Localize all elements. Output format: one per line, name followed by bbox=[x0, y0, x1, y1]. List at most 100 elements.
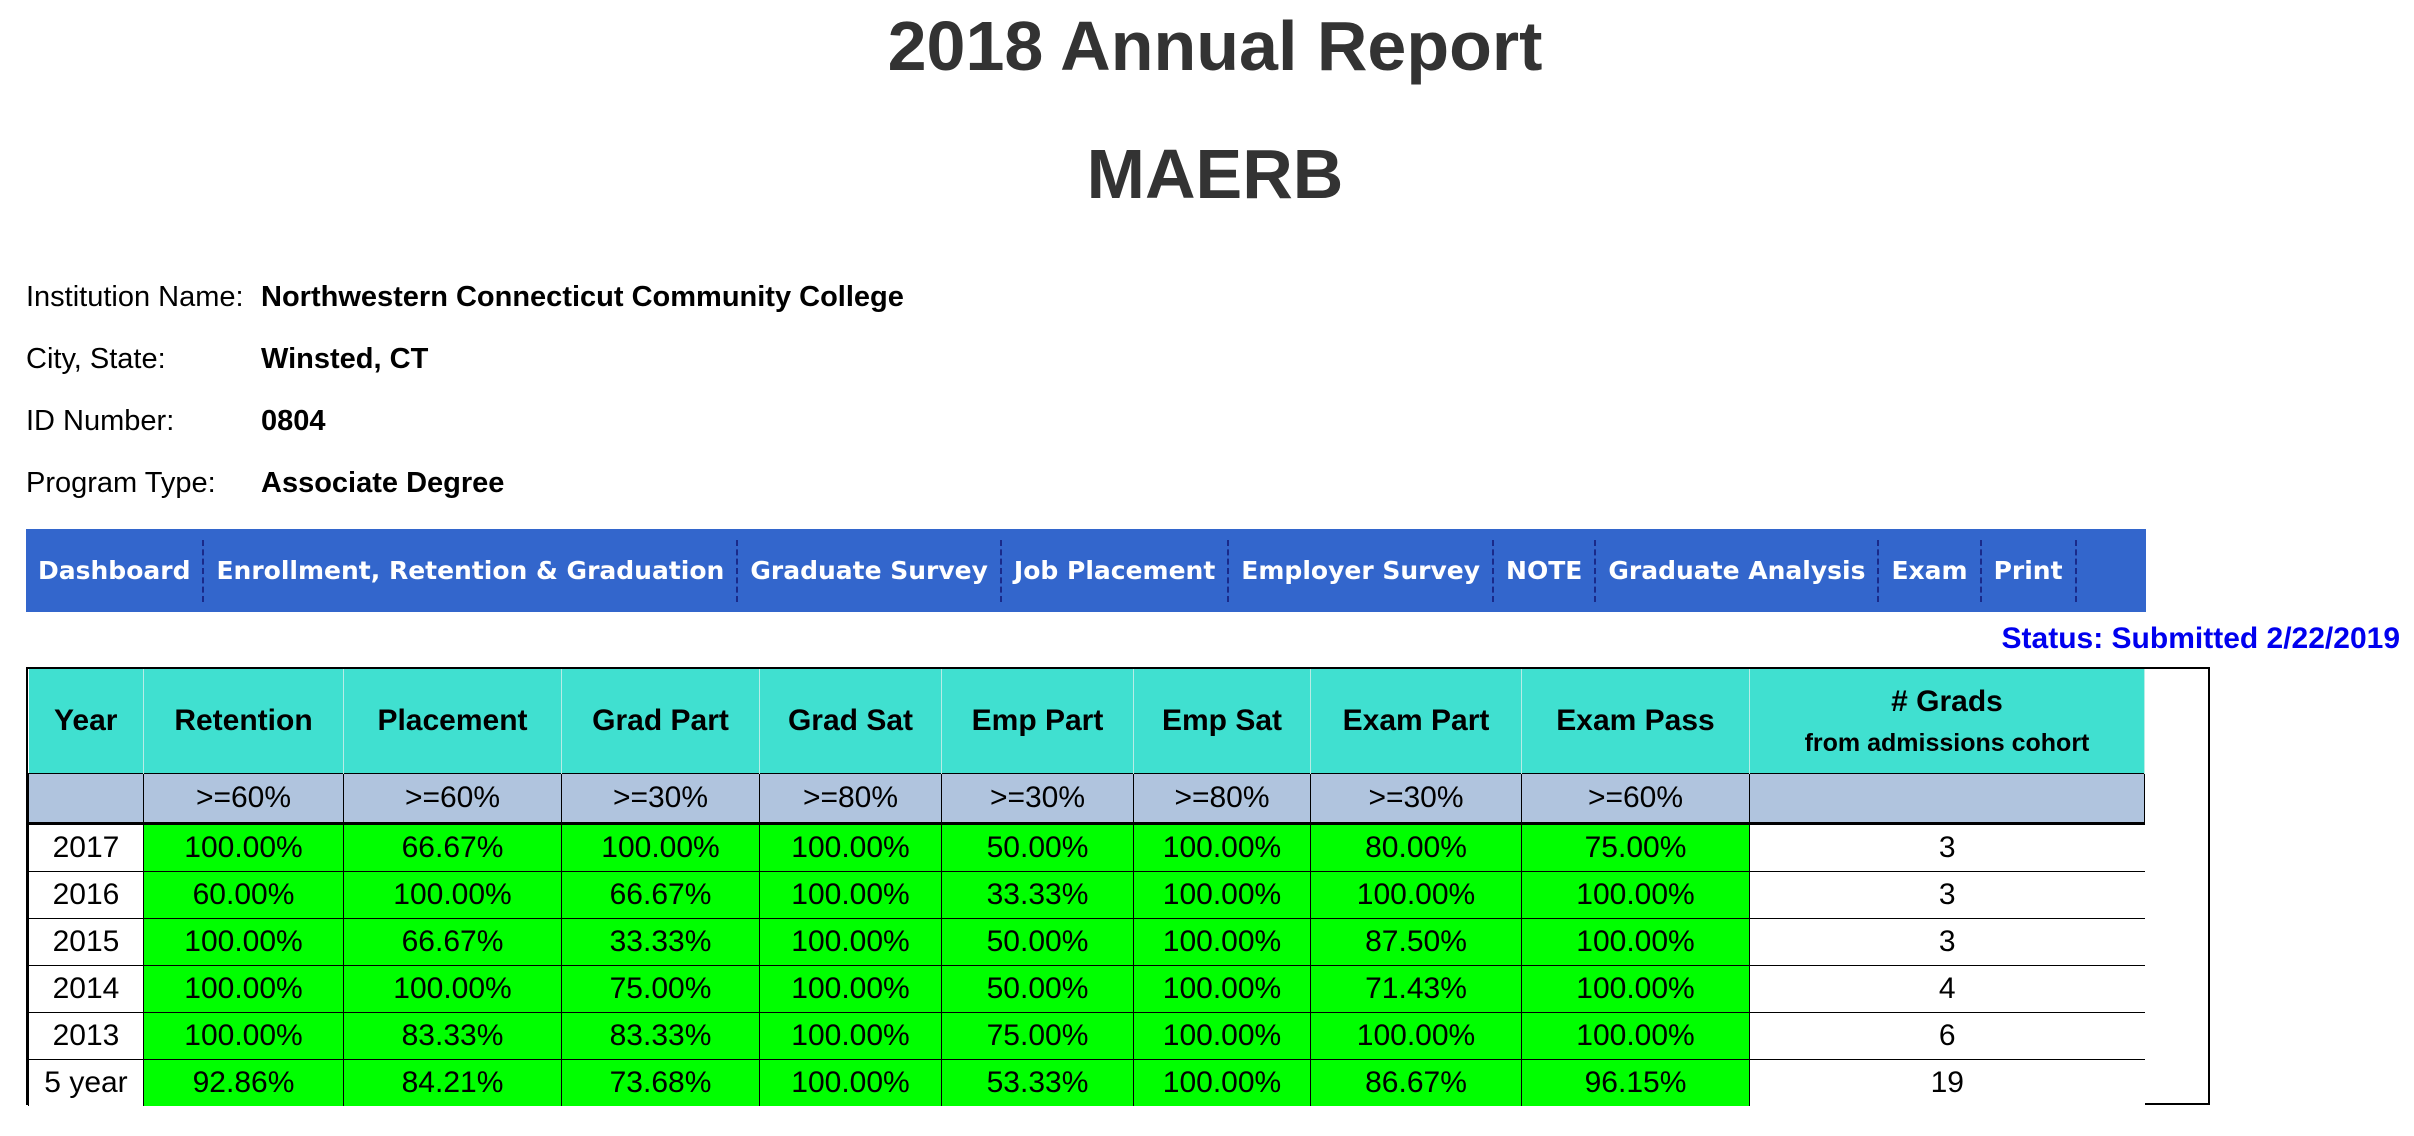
year-cell: 2017 bbox=[28, 823, 144, 872]
metric-cell: 100.00% bbox=[343, 871, 562, 919]
header-grad-part: Grad Part bbox=[561, 669, 760, 774]
header-retention: Retention bbox=[143, 669, 344, 774]
metric-cell: 100.00% bbox=[1133, 871, 1311, 919]
info-label: Program Type: bbox=[26, 466, 216, 499]
metric-cell: 100.00% bbox=[1133, 918, 1311, 966]
report-subtitle: MAERB bbox=[1086, 135, 1344, 213]
nav-graduate-survey[interactable]: Graduate Survey bbox=[738, 539, 1002, 602]
table-row: 2017 100.00% 66.67% 100.00% 100.00% 50.00% 100… bbox=[28, 823, 2145, 872]
metric-cell: 100.00% bbox=[1133, 1012, 1311, 1060]
metric-cell: 100.00% bbox=[759, 918, 942, 966]
threshold-cell: >=60% bbox=[143, 773, 344, 825]
table-row: 2016 60.00% 100.00% 66.67% 100.00% 33.33% 100.… bbox=[28, 871, 2145, 919]
metric-cell: 100.00% bbox=[1133, 1059, 1311, 1106]
nav-bar: Dashboard Enrollment, Retention & Gradua… bbox=[26, 529, 2146, 612]
metric-cell: 100.00% bbox=[1133, 965, 1311, 1013]
metric-cell: 100.00% bbox=[759, 1059, 942, 1106]
metric-cell: 100.00% bbox=[759, 1012, 942, 1060]
year-cell: 2014 bbox=[28, 965, 144, 1013]
metric-cell: 75.00% bbox=[561, 965, 760, 1013]
metric-cell: 50.00% bbox=[941, 823, 1134, 872]
info-value: 0804 bbox=[261, 404, 326, 437]
info-row-id: ID Number: 0804 bbox=[26, 390, 904, 452]
metric-cell: 100.00% bbox=[143, 1012, 344, 1060]
header-grad-sat: Grad Sat bbox=[759, 669, 942, 774]
metric-cell: 100.00% bbox=[759, 965, 942, 1013]
header-exam-pass: Exam Pass bbox=[1521, 669, 1750, 774]
table-row: 2015 100.00% 66.67% 33.33% 100.00% 50.00% 100.… bbox=[28, 918, 2145, 966]
metric-cell: 100.00% bbox=[143, 918, 344, 966]
metric-cell: 100.00% bbox=[1310, 871, 1522, 919]
table-row: 2014 100.00% 100.00% 75.00% 100.00% 50.00% 100… bbox=[28, 965, 2145, 1013]
metric-cell: 83.33% bbox=[343, 1012, 562, 1060]
info-row-institution: Institution Name: Northwestern Connectic… bbox=[26, 266, 904, 328]
metric-cell: 84.21% bbox=[343, 1059, 562, 1106]
nav-print[interactable]: Print bbox=[1982, 539, 2077, 602]
metric-cell: 92.86% bbox=[143, 1059, 344, 1106]
metric-cell: 66.67% bbox=[343, 823, 562, 872]
header-grads: # Grads from admissions cohort bbox=[1749, 669, 2145, 774]
info-value: Winsted, CT bbox=[261, 342, 429, 375]
header-grads-title: # Grads bbox=[1891, 684, 2003, 718]
nav-exam[interactable]: Exam bbox=[1879, 539, 1982, 602]
metric-cell: 66.67% bbox=[561, 871, 760, 919]
threshold-cell: >=30% bbox=[561, 773, 760, 825]
info-value: Northwestern Connecticut Community Colle… bbox=[261, 280, 904, 313]
year-cell: 2016 bbox=[28, 871, 144, 919]
metric-cell: 86.67% bbox=[1310, 1059, 1522, 1106]
header-grads-sub: from admissions cohort bbox=[1804, 728, 2090, 757]
metric-cell: 100.00% bbox=[1521, 1012, 1750, 1060]
metric-cell: 100.00% bbox=[1521, 918, 1750, 966]
metric-cell: 100.00% bbox=[1521, 871, 1750, 919]
outcomes-table: Year Retention Placement Grad Part Grad … bbox=[28, 669, 2145, 1106]
metric-cell: 80.00% bbox=[1310, 823, 1522, 872]
nav-job-placement[interactable]: Job Placement bbox=[1002, 539, 1230, 602]
info-label: Institution Name: bbox=[26, 280, 244, 313]
info-row-program: Program Type: Associate Degree bbox=[26, 452, 904, 514]
nav-dashboard[interactable]: Dashboard bbox=[26, 539, 205, 602]
metric-cell: 100.00% bbox=[1133, 823, 1311, 872]
metric-cell: 100.00% bbox=[1521, 965, 1750, 1013]
metric-cell: 50.00% bbox=[941, 918, 1134, 966]
header-emp-sat: Emp Sat bbox=[1133, 669, 1311, 774]
header-exam-part: Exam Part bbox=[1310, 669, 1522, 774]
metric-cell: 100.00% bbox=[561, 823, 760, 872]
threshold-cell: >=80% bbox=[1133, 773, 1311, 825]
grads-cell: 4 bbox=[1749, 965, 2145, 1013]
threshold-row: >=60% >=60% >=30% >=80% >=30% >=80% >=30… bbox=[28, 773, 2145, 825]
metric-cell: 100.00% bbox=[759, 823, 942, 872]
threshold-cell: >=80% bbox=[759, 773, 942, 825]
threshold-cell bbox=[1749, 773, 2145, 825]
nav-employer-survey[interactable]: Employer Survey bbox=[1229, 539, 1495, 602]
metric-cell: 73.68% bbox=[561, 1059, 760, 1106]
table-row: 5 year 92.86% 84.21% 73.68% 100.00% 53.33% 100… bbox=[28, 1059, 2145, 1106]
info-label: City, State: bbox=[26, 342, 166, 375]
threshold-cell bbox=[28, 773, 144, 825]
metric-cell: 96.15% bbox=[1521, 1059, 1750, 1106]
status-text: Status: Submitted 2/22/2019 bbox=[2001, 622, 2400, 655]
metric-cell: 66.67% bbox=[343, 918, 562, 966]
nav-graduate-analysis[interactable]: Graduate Analysis bbox=[1596, 539, 1880, 602]
metric-cell: 75.00% bbox=[941, 1012, 1134, 1060]
threshold-cell: >=30% bbox=[1310, 773, 1522, 825]
institution-info: Institution Name: Northwestern Connectic… bbox=[26, 266, 904, 514]
header-row: Year Retention Placement Grad Part Grad … bbox=[28, 669, 2145, 774]
metric-cell: 83.33% bbox=[561, 1012, 760, 1060]
metric-cell: 100.00% bbox=[759, 871, 942, 919]
year-cell: 2013 bbox=[28, 1012, 144, 1060]
grads-cell: 3 bbox=[1749, 871, 2145, 919]
outcomes-table-container: Year Retention Placement Grad Part Grad … bbox=[26, 667, 2210, 1106]
grads-cell: 19 bbox=[1749, 1059, 2145, 1106]
report-title: 2018 Annual Report bbox=[887, 7, 1543, 85]
threshold-cell: >=30% bbox=[941, 773, 1134, 825]
nav-enrollment[interactable]: Enrollment, Retention & Graduation bbox=[204, 539, 739, 602]
metric-cell: 53.33% bbox=[941, 1059, 1134, 1106]
metric-cell: 87.50% bbox=[1310, 918, 1522, 966]
metric-cell: 100.00% bbox=[143, 823, 344, 872]
metric-cell: 60.00% bbox=[143, 871, 344, 919]
header-emp-part: Emp Part bbox=[941, 669, 1134, 774]
header-year: Year bbox=[28, 669, 144, 774]
year-cell: 2015 bbox=[28, 918, 144, 966]
metric-cell: 33.33% bbox=[561, 918, 760, 966]
nav-note[interactable]: NOTE bbox=[1494, 539, 1597, 602]
